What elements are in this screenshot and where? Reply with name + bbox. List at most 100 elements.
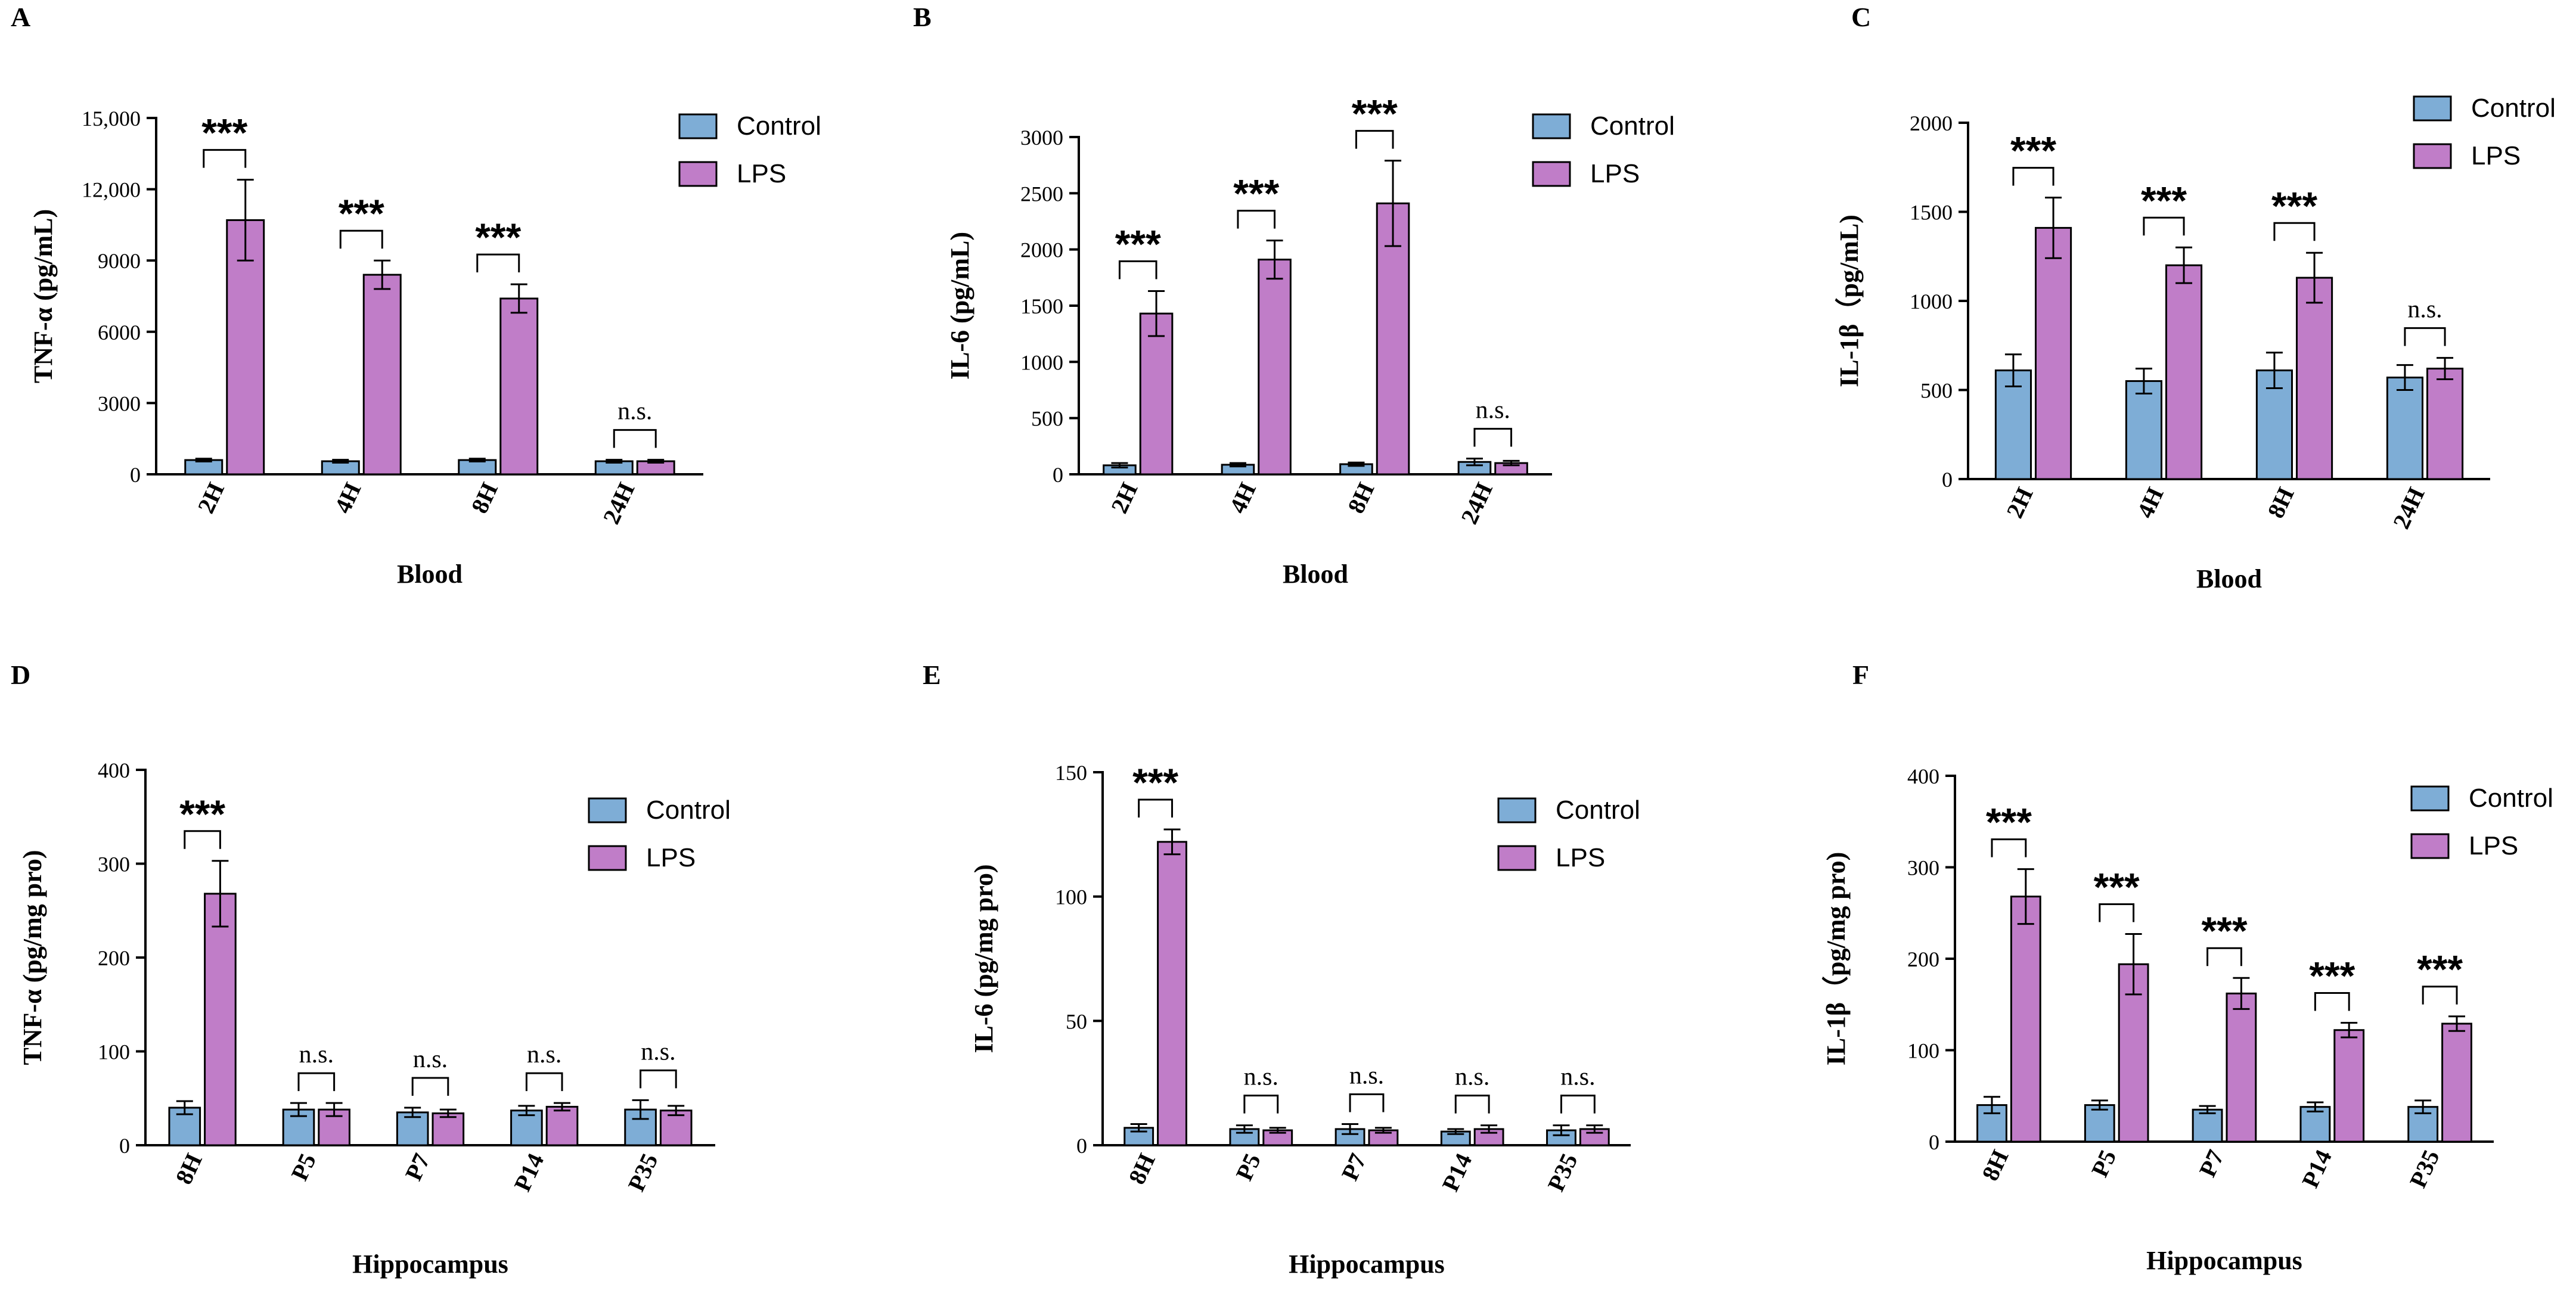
significance-label: *** xyxy=(2201,909,2247,953)
y-tick-label: 1000 xyxy=(1910,290,1953,313)
category-label: 24H xyxy=(598,478,640,528)
significance-bracket xyxy=(2422,986,2458,1005)
significance-label: *** xyxy=(1986,800,2032,844)
legend-swatch-control xyxy=(1532,113,1571,139)
significance-bracket xyxy=(640,1069,677,1089)
legend-label-lps: LPS xyxy=(1590,159,1640,188)
lps-bar-8h xyxy=(2296,276,2333,480)
significance-bracket xyxy=(2099,903,2135,922)
lps-bar-2h xyxy=(226,219,265,475)
panel-letter: D xyxy=(11,660,30,690)
lps-bar-4h xyxy=(2165,264,2203,480)
category-label: 2H xyxy=(1106,478,1143,517)
category-label: 8H xyxy=(2262,483,2299,522)
category-label: P7 xyxy=(1336,1149,1372,1185)
significance-label: *** xyxy=(2309,953,2355,997)
x-axis-label: Hippocampus xyxy=(352,1250,508,1279)
y-tick-label: 12,000 xyxy=(82,178,141,202)
lps-bar-4h xyxy=(362,273,402,475)
significance-label: n.s. xyxy=(617,398,652,425)
panel-letter: F xyxy=(1852,660,1869,690)
control-bar-2h xyxy=(1994,369,2032,480)
category-label: 8H xyxy=(170,1149,207,1188)
panel-a: A 0 3000 6000 9000 12,000 15,000 TNF-α (pg/mL) B… xyxy=(11,2,821,589)
category-label: P5 xyxy=(285,1149,321,1185)
lps-bar-4h xyxy=(1258,259,1292,475)
legend-swatch-control xyxy=(1497,797,1537,823)
lps-bar-24h xyxy=(2426,368,2464,480)
significance-bracket xyxy=(1560,1095,1596,1114)
y-tick-label: 100 xyxy=(1907,1039,1939,1063)
y-tick-label: 100 xyxy=(1055,885,1087,909)
y-axis-label: IL-1β（pg/mg pro) xyxy=(1821,852,1851,1066)
significance-label: *** xyxy=(201,111,247,155)
significance-label: *** xyxy=(2417,947,2463,991)
legend-swatch-lps xyxy=(2410,833,2450,859)
legend-label-control: Control xyxy=(1590,111,1675,141)
legend-label-lps: LPS xyxy=(646,843,696,872)
category-label: 8H xyxy=(1123,1149,1160,1188)
panel-f: F 0 100 200 300 400 IL-1β（pg/mg pro) Hippocampu… xyxy=(1821,660,2553,1275)
category-label: 4H xyxy=(329,478,366,517)
legend: Control LPS xyxy=(1497,795,1640,872)
control-bar-p7 xyxy=(2192,1108,2223,1143)
category-label: 8H xyxy=(466,478,503,517)
panel-letter: C xyxy=(1851,2,1871,32)
category-label: P35 xyxy=(1543,1149,1583,1195)
y-tick-label: 0 xyxy=(1942,468,1953,492)
y-tick-label: 150 xyxy=(1055,761,1087,785)
lps-bar-p14 xyxy=(2333,1029,2365,1143)
significance-label: *** xyxy=(339,191,384,235)
y-tick-label: 200 xyxy=(1907,947,1939,971)
significance-bracket xyxy=(1991,838,2027,857)
legend: Control LPS xyxy=(588,795,731,872)
category-label: 2H xyxy=(2001,483,2038,522)
significance-bracket xyxy=(1473,428,1513,447)
x-axis-label: Blood xyxy=(1283,560,1348,589)
category-label: 24H xyxy=(1455,478,1498,528)
significance-bracket xyxy=(339,229,383,249)
y-tick-label: 500 xyxy=(1031,407,1063,431)
x-axis-label: Hippocampus xyxy=(1289,1250,1445,1279)
legend-label-control: Control xyxy=(646,795,731,825)
y-tick-label: 15,000 xyxy=(82,107,141,130)
category-label: P5 xyxy=(2086,1146,2122,1181)
y-tick-label: 3000 xyxy=(1020,126,1063,150)
category-label: P14 xyxy=(508,1149,549,1195)
y-tick-label: 1500 xyxy=(1020,294,1063,318)
significance-bracket xyxy=(1243,1095,1279,1114)
lps-bar-p35 xyxy=(2441,1022,2472,1143)
legend: Control LPS xyxy=(2413,94,2556,170)
significance-label: n.s. xyxy=(1244,1064,1278,1091)
y-tick-label: 3000 xyxy=(98,391,141,415)
legend-label-lps: LPS xyxy=(2469,831,2518,860)
panel-b: B 0 500 1000 1500 2000 2500 3000 IL-6 (pg/mL) Blo… xyxy=(913,2,1675,589)
category-label: P14 xyxy=(1436,1149,1477,1195)
significance-bracket xyxy=(1138,798,1174,818)
significance-label: *** xyxy=(2141,178,2187,222)
significance-bracket xyxy=(2404,327,2446,346)
legend-swatch-lps xyxy=(588,845,627,871)
lps-bar-8h xyxy=(1157,841,1187,1146)
y-tick-label: 100 xyxy=(98,1040,130,1064)
y-tick-label: 1000 xyxy=(1020,350,1063,374)
significance-label: n.s. xyxy=(1476,397,1510,424)
y-tick-label: 0 xyxy=(1076,1134,1087,1158)
legend-label-lps: LPS xyxy=(1556,843,1605,872)
significance-label: *** xyxy=(2094,865,2140,909)
significance-bracket xyxy=(613,429,657,448)
y-tick-label: 6000 xyxy=(98,321,141,344)
y-tick-label: 300 xyxy=(1907,856,1939,880)
category-label: P7 xyxy=(2194,1146,2230,1181)
lps-bar-8h xyxy=(1376,202,1410,475)
panel-d: D 0 100 200 300 400 TNF-α (pg/mg pro) Hippocamp… xyxy=(11,660,731,1279)
category-label: P14 xyxy=(2296,1146,2337,1192)
significance-bracket xyxy=(203,149,247,168)
legend-swatch-control xyxy=(678,113,718,139)
y-tick-label: 400 xyxy=(1907,764,1939,788)
legend-swatch-lps xyxy=(1497,845,1537,871)
y-tick-label: 0 xyxy=(130,463,141,487)
y-tick-label: 500 xyxy=(1920,379,1953,403)
category-label: 2H xyxy=(193,478,229,517)
